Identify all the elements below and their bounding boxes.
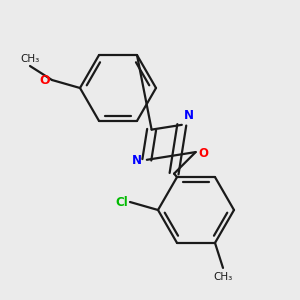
Text: N: N [184,109,194,122]
Text: CH₃: CH₃ [213,272,232,282]
Text: N: N [132,154,142,167]
Text: CH₃: CH₃ [20,54,40,64]
Text: Cl: Cl [115,196,128,208]
Text: O: O [199,147,209,160]
Text: O: O [39,74,50,86]
